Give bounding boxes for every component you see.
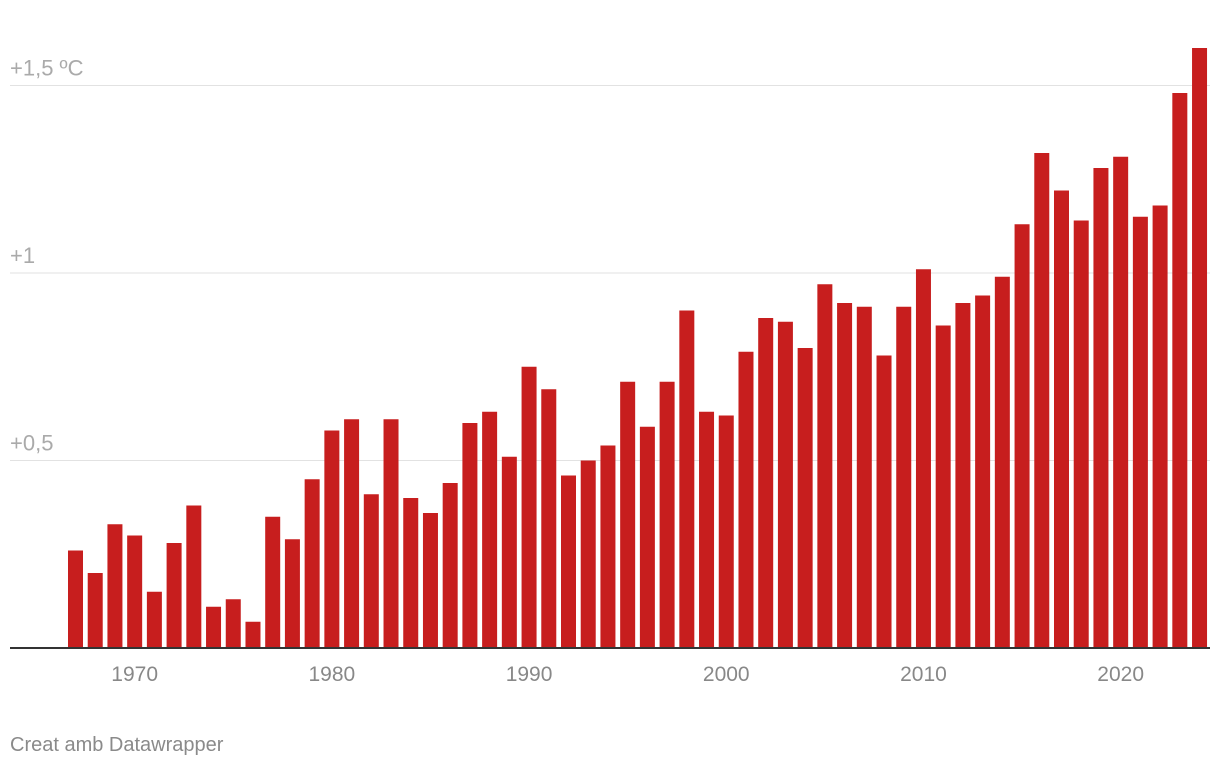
bar-1986 xyxy=(442,483,458,648)
x-tick-label: 2010 xyxy=(900,663,947,686)
bar-2004 xyxy=(797,348,813,648)
bar-1996 xyxy=(639,426,655,648)
bar-1968 xyxy=(87,573,103,648)
y-tick-label: +1,5 ºC xyxy=(10,56,84,81)
bar-1976 xyxy=(245,621,261,648)
bar-1995 xyxy=(620,381,636,648)
bar-1999 xyxy=(699,411,715,648)
bar-1982 xyxy=(363,494,379,648)
bar-2000 xyxy=(718,415,734,648)
x-tick-label: 2020 xyxy=(1097,663,1144,686)
bar-1993 xyxy=(580,460,596,648)
bar-1980 xyxy=(324,430,340,648)
bar-1984 xyxy=(403,498,419,648)
bar-2008 xyxy=(876,355,892,648)
bar-1970 xyxy=(127,535,143,648)
bar-1967 xyxy=(68,550,83,648)
bar-1997 xyxy=(659,381,675,648)
bar-2012 xyxy=(955,303,971,648)
x-axis-ticks: 1970 1980 1990 2000 2010 2020 xyxy=(111,663,1144,686)
bar-2009 xyxy=(896,306,912,648)
bar-2021 xyxy=(1132,216,1148,648)
bar-1987 xyxy=(462,423,478,648)
bar-1992 xyxy=(561,475,576,648)
bar-2014 xyxy=(994,276,1010,648)
bar-1991 xyxy=(541,389,557,648)
x-tick-label: 1990 xyxy=(506,663,553,686)
bar-1978 xyxy=(284,539,300,648)
bar-2022 xyxy=(1152,205,1168,648)
bar-2007 xyxy=(856,306,872,648)
bar-1974 xyxy=(206,606,222,648)
y-tick-label: +1 xyxy=(10,243,35,268)
gridlines: +0,5 +1 +1,5 ºC xyxy=(10,56,1210,461)
bar-2013 xyxy=(975,295,991,648)
y-tick-label: +0,5 xyxy=(10,431,53,456)
bar-1983 xyxy=(383,419,399,648)
bar-1990 xyxy=(521,366,537,648)
bar-1969 xyxy=(107,524,123,648)
bar-1998 xyxy=(679,310,695,648)
bar-2017 xyxy=(1054,190,1069,648)
bar-2024 xyxy=(1192,48,1208,648)
bar-2002 xyxy=(758,318,774,648)
bar-2018 xyxy=(1073,220,1089,648)
x-tick-label: 1980 xyxy=(309,663,356,686)
bar-2001 xyxy=(738,351,754,648)
bar-1994 xyxy=(600,445,616,648)
bar-2003 xyxy=(777,321,793,648)
bar-1979 xyxy=(304,479,320,648)
bar-1988 xyxy=(482,411,498,648)
bar-2011 xyxy=(935,325,951,648)
bar-2005 xyxy=(817,284,833,648)
bar-1973 xyxy=(186,505,202,648)
bar-2016 xyxy=(1034,153,1050,648)
bar-1981 xyxy=(344,419,360,648)
bar-2019 xyxy=(1093,168,1109,648)
bar-1989 xyxy=(501,456,517,648)
bar-1972 xyxy=(166,543,182,648)
bar-1985 xyxy=(422,513,438,648)
bar-2006 xyxy=(837,303,853,648)
bar-2023 xyxy=(1172,93,1188,648)
x-tick-label: 2000 xyxy=(703,663,750,686)
bar-1977 xyxy=(265,516,281,648)
bar-chart: +0,5 +1 +1,5 ºC 1970 1980 1990 2000 2010 2020 xyxy=(10,48,1210,686)
bar-2015 xyxy=(1014,224,1030,648)
bar-2010 xyxy=(915,269,931,648)
bar-1975 xyxy=(225,599,241,648)
bars xyxy=(68,48,1208,648)
bar-1971 xyxy=(146,591,162,648)
bar-2020 xyxy=(1113,156,1129,648)
credit-text: Creat amb Datawrapper xyxy=(10,734,224,756)
x-tick-label: 1970 xyxy=(111,663,158,686)
